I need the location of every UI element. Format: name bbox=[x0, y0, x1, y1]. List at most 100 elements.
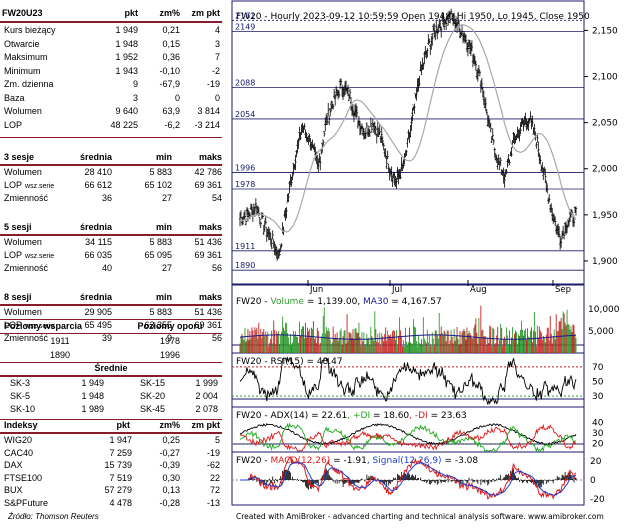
quote-change-pct: 0 bbox=[174, 92, 180, 103]
quote-change-pct: 0,36 bbox=[162, 52, 180, 62]
session-min: 5 883 bbox=[149, 237, 172, 247]
averages-row: SK-10 1 989 SK-45 2 078 bbox=[0, 403, 222, 415]
quote-row: LOP 48 225 -6,2 -3 214 bbox=[0, 119, 222, 131]
rsi-y-tick: 30 bbox=[592, 392, 604, 402]
level-label: 1890 bbox=[235, 261, 255, 270]
level-label: 2054 bbox=[235, 110, 255, 119]
average-name: SK-5 bbox=[10, 391, 31, 401]
index-row: FTSE100 7 519 0,30 22 bbox=[0, 472, 222, 484]
macd-y-tick: 0 bbox=[590, 476, 596, 486]
quote-change-pct: 63,9 bbox=[162, 106, 180, 116]
quote-row: Otwarcie 1 948 0,15 3 bbox=[0, 38, 222, 50]
quote-row-label: Wolumen bbox=[4, 106, 42, 116]
index-name: CAC40 bbox=[4, 447, 34, 458]
session-max: 42 786 bbox=[194, 167, 222, 177]
quote-change-pts: -3 214 bbox=[194, 119, 220, 130]
level-label: 2161 bbox=[235, 11, 255, 20]
quote-value: 1 948 bbox=[115, 38, 138, 49]
quote-change-pct: -67,9 bbox=[159, 79, 180, 89]
macd-histogram bbox=[248, 468, 577, 490]
adx-series-value: = 22.61 bbox=[308, 411, 347, 421]
session-min: 65 102 bbox=[144, 180, 172, 190]
price-y-tick: 1,950 bbox=[592, 211, 618, 221]
session-avg: 29 905 bbox=[84, 307, 112, 317]
session-header: 5 sesji średnia min maks bbox=[0, 222, 222, 236]
month-label: Jul bbox=[391, 285, 402, 295]
macd-title: FW20 - MACD(12,26) = -1.91, Signal(12,26… bbox=[236, 456, 478, 466]
indices-col-header: pkt bbox=[116, 420, 131, 430]
session-col-header: średnia bbox=[79, 292, 112, 302]
session-avg: 66 612 bbox=[84, 180, 112, 190]
quote-row: Minimum 1 943 -0,10 -2 bbox=[0, 65, 222, 77]
macd-title-prefix: FW20 - bbox=[236, 456, 271, 466]
rsi-value: = 48.47 bbox=[304, 357, 343, 367]
macd-signal-line bbox=[240, 461, 577, 496]
index-name: WIG20 bbox=[4, 435, 33, 445]
price-y-tick: 2,000 bbox=[592, 165, 618, 175]
quote-change-pts: 4 bbox=[214, 25, 220, 35]
quote-value: 48 225 bbox=[110, 119, 138, 130]
session-row-label: Zmienność bbox=[4, 193, 49, 203]
session-row: Wolumen 34 115 5 883 51 436 bbox=[0, 236, 222, 248]
index-change-pts: 72 bbox=[209, 485, 220, 495]
quote-row: Kurs bieżący 1 949 0,21 4 bbox=[0, 24, 222, 36]
resistance-level: 1978 bbox=[159, 336, 181, 346]
session-col-header: średnia bbox=[79, 152, 112, 162]
session-min: 5 883 bbox=[149, 167, 172, 177]
session-row-sublabel: wsz.serie bbox=[25, 253, 55, 260]
average-value: 1 999 bbox=[195, 378, 218, 388]
session-avg: 28 410 bbox=[84, 167, 112, 177]
session-min: 9 bbox=[166, 333, 172, 343]
price-title: FW20 - Hourly 2023-09-12 10:59:59 Open 1… bbox=[236, 12, 590, 22]
price-moving-average bbox=[239, 24, 577, 233]
quote-title: FW20U23 bbox=[2, 8, 43, 18]
index-value: 15 739 bbox=[104, 460, 132, 470]
index-name: DAX bbox=[4, 460, 23, 470]
quote-value: 1 952 bbox=[115, 52, 138, 62]
quote-row-label: Maksimum bbox=[4, 52, 48, 62]
session-max: 54 bbox=[211, 193, 222, 203]
adx-line bbox=[239, 422, 577, 453]
averages-row: SK-5 1 948 SK-20 2 004 bbox=[0, 390, 222, 402]
level-label: 2149 bbox=[235, 22, 255, 31]
levels-row: 1890 1996 bbox=[0, 349, 222, 361]
volume-moving-average bbox=[239, 334, 577, 340]
session-min: 27 bbox=[161, 263, 172, 273]
session-row-label: LOP wsz.serie bbox=[4, 180, 55, 190]
volume-title: FW20 - Volume = 1,139.00, MA30 = 4,167.5… bbox=[236, 297, 442, 307]
index-name: S&PFuture bbox=[4, 497, 49, 508]
session-row-label: LOP wsz.serie bbox=[4, 320, 55, 330]
average-value: 1 989 bbox=[81, 404, 104, 414]
average-value: 1 949 bbox=[81, 378, 104, 388]
index-row: CAC40 7 259 -0,27 -19 bbox=[0, 447, 222, 459]
rsi-title-prefix: FW20 - bbox=[236, 357, 271, 367]
level-label: 1978 bbox=[235, 180, 255, 189]
session-row-label: Wolumen bbox=[4, 237, 42, 247]
quote-change-pts: -19 bbox=[206, 79, 220, 89]
averages-row: SK-3 1 949 SK-15 1 999 bbox=[0, 377, 222, 389]
session-max: 69 361 bbox=[194, 180, 222, 190]
quote-row: Wolumen 9 640 63,9 3 814 bbox=[0, 105, 222, 117]
macd-y-tick: 20 bbox=[590, 457, 602, 467]
volume-title-prefix: FW20 - bbox=[236, 297, 271, 307]
session-avg: 66 035 bbox=[84, 250, 112, 260]
index-change-pct: -0,28 bbox=[159, 497, 180, 508]
quote-change-pts: 3 814 bbox=[197, 106, 220, 116]
adx-series-label: , -DI bbox=[409, 411, 428, 421]
average-value: 2 078 bbox=[195, 404, 218, 414]
panel-frame bbox=[231, 398, 585, 453]
quote-value: 1 949 bbox=[115, 25, 138, 35]
quote-change-pts: 7 bbox=[214, 52, 220, 62]
quote-row-label: Kurs bieżący bbox=[4, 25, 56, 35]
quote-change-pct: 0,15 bbox=[162, 38, 180, 49]
support-level: 1890 bbox=[49, 350, 71, 360]
session-row: Wolumen 29 905 5 883 51 436 bbox=[0, 306, 222, 318]
index-change-pts: -19 bbox=[206, 447, 220, 458]
index-row: WIG20 1 947 0,25 5 bbox=[0, 434, 222, 446]
indices-col-header: zm pkt bbox=[191, 420, 220, 430]
quote-row-label: LOP bbox=[4, 119, 23, 130]
session-row-label: Wolumen bbox=[4, 307, 42, 317]
session-row-sublabel: wsz.serie bbox=[25, 323, 55, 330]
session-max: 69 361 bbox=[194, 250, 222, 260]
price-y-tick: 2,100 bbox=[592, 73, 618, 83]
